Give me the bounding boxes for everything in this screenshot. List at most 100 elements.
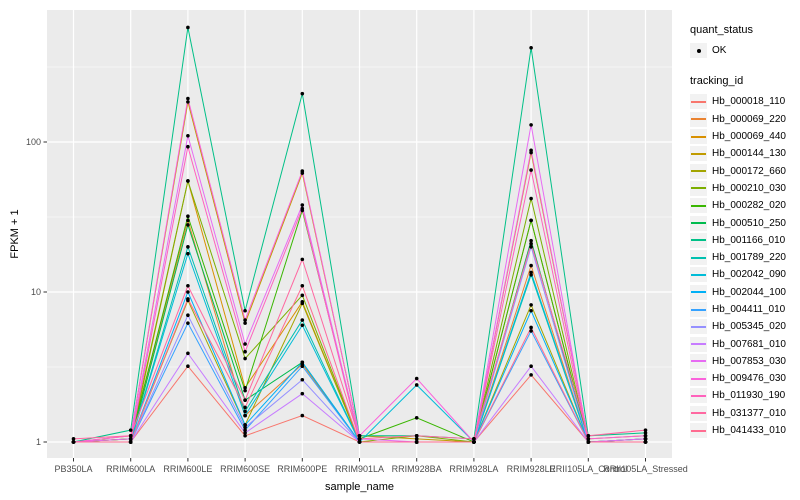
legend-color-line-icon <box>691 204 706 207</box>
legend: quant_status OK tracking_id Hb_000018_11… <box>690 24 800 455</box>
x-tick-label: RRII105LA_Stressed <box>603 464 688 474</box>
data-point <box>186 179 190 183</box>
data-point <box>529 45 533 50</box>
legend-item-Hb_005345_020: Hb_005345_020 <box>690 318 800 335</box>
x-tick-label: RRIM928BA <box>392 464 442 474</box>
legend-key-box <box>690 302 707 317</box>
data-point <box>300 91 305 96</box>
data-point <box>529 238 533 243</box>
legend-item-label: Hb_031377_010 <box>712 407 786 419</box>
data-point <box>186 100 190 104</box>
legend-item-label: Hb_000069_440 <box>712 131 786 143</box>
legend-color-line-icon <box>691 325 706 328</box>
data-point <box>643 437 648 441</box>
x-tick-label: PB350LA <box>54 464 92 474</box>
data-point <box>414 415 419 420</box>
data-point <box>300 206 305 211</box>
legend-quant-status: quant_status OK <box>690 24 800 59</box>
data-point <box>300 283 305 288</box>
legend-color-line-icon <box>691 429 706 432</box>
x-tick-label: RRIM928LE <box>507 464 556 474</box>
legend-key-box <box>690 284 707 300</box>
legend-key-box <box>690 405 707 421</box>
legend-item-Hb_031377_010: Hb_031377_010 <box>690 405 800 422</box>
legend-key-box <box>690 215 707 231</box>
data-point <box>243 409 247 414</box>
legend-key-box <box>690 146 707 162</box>
legend-color-line-icon <box>691 100 706 103</box>
data-point <box>186 251 190 256</box>
data-point <box>71 440 76 444</box>
data-point <box>300 293 305 298</box>
data-point <box>186 313 190 318</box>
legend-color-line-icon <box>691 343 706 346</box>
data-point <box>414 437 419 441</box>
legend-item-label: Hb_005345_020 <box>712 321 786 333</box>
legend-color-line-icon <box>691 256 706 259</box>
data-point <box>243 308 247 313</box>
legend-item-label: Hb_000510_250 <box>712 217 786 229</box>
data-point <box>243 385 247 390</box>
legend-key-box <box>690 319 707 335</box>
data-point <box>243 425 247 430</box>
data-point <box>529 308 533 313</box>
data-point <box>357 433 362 438</box>
x-tick-label: RRIM600LA <box>106 464 155 474</box>
data-point <box>243 349 247 354</box>
legend-item-label: Hb_007681_010 <box>712 338 786 350</box>
data-point <box>529 329 533 333</box>
data-point <box>300 377 305 382</box>
data-point <box>643 428 648 432</box>
legend-color-line-icon <box>691 291 706 294</box>
data-point <box>357 437 362 441</box>
data-point <box>186 144 190 149</box>
legend-color-line-icon <box>691 135 706 138</box>
legend-item-label: Hb_001166_010 <box>712 234 786 246</box>
legend-item-label: Hb_002042_090 <box>712 269 786 281</box>
legend-item-Hb_000069_440: Hb_000069_440 <box>690 128 800 145</box>
legend-color-line-icon <box>691 118 706 121</box>
data-point <box>643 440 648 444</box>
x-tick-label: RRIM600SE <box>220 464 270 474</box>
legend-color-line-icon <box>691 377 706 380</box>
y-tick-label: 1 <box>36 437 41 447</box>
data-point <box>243 342 247 346</box>
legend-item-label: OK <box>712 45 727 57</box>
y-axis-title: FPKM + 1 <box>9 209 21 259</box>
legend-key-box <box>690 180 707 196</box>
data-point <box>643 433 648 438</box>
legend-item-label: Hb_000018_110 <box>712 96 786 108</box>
data-point <box>300 323 305 328</box>
legend-item-Hb_000172_660: Hb_000172_660 <box>690 162 800 179</box>
legend-item-Hb_000210_030: Hb_000210_030 <box>690 180 800 197</box>
data-point <box>243 318 247 322</box>
legend-item-Hb_002042_090: Hb_002042_090 <box>690 266 800 283</box>
x-tick-label: RRII105LA_Control <box>549 464 627 474</box>
y-tick-label: 10 <box>31 287 41 297</box>
legend-item-Hb_000510_250: Hb_000510_250 <box>690 214 800 231</box>
legend-item-label: Hb_000282_020 <box>712 200 786 212</box>
data-point <box>414 433 419 438</box>
black-point-icon <box>696 48 701 53</box>
legend-item-label: Hb_007853_030 <box>712 355 786 367</box>
legend-item-Hb_000282_020: Hb_000282_020 <box>690 197 800 214</box>
legend-item-Hb_007681_010: Hb_007681_010 <box>690 335 800 352</box>
legend-item-label: Hb_011930_190 <box>712 390 786 402</box>
data-point <box>243 433 247 438</box>
legend-key-box <box>690 94 707 110</box>
data-point <box>529 218 533 223</box>
legend-quant-status-title: quant_status <box>690 24 753 36</box>
data-point <box>529 196 533 201</box>
data-point <box>586 437 591 441</box>
data-point <box>128 428 133 432</box>
legend-item-label: Hb_041433_010 <box>712 425 786 437</box>
x-tick-label: RRIM600PE <box>277 464 327 474</box>
legend-key-box <box>690 353 707 369</box>
legend-item-Hb_000069_220: Hb_000069_220 <box>690 111 800 128</box>
legend-item-Hb_001166_010: Hb_001166_010 <box>690 232 800 249</box>
data-point <box>300 318 305 322</box>
data-point <box>186 364 190 369</box>
legend-key-box <box>690 232 707 248</box>
data-point <box>300 257 305 262</box>
data-point <box>529 245 533 249</box>
